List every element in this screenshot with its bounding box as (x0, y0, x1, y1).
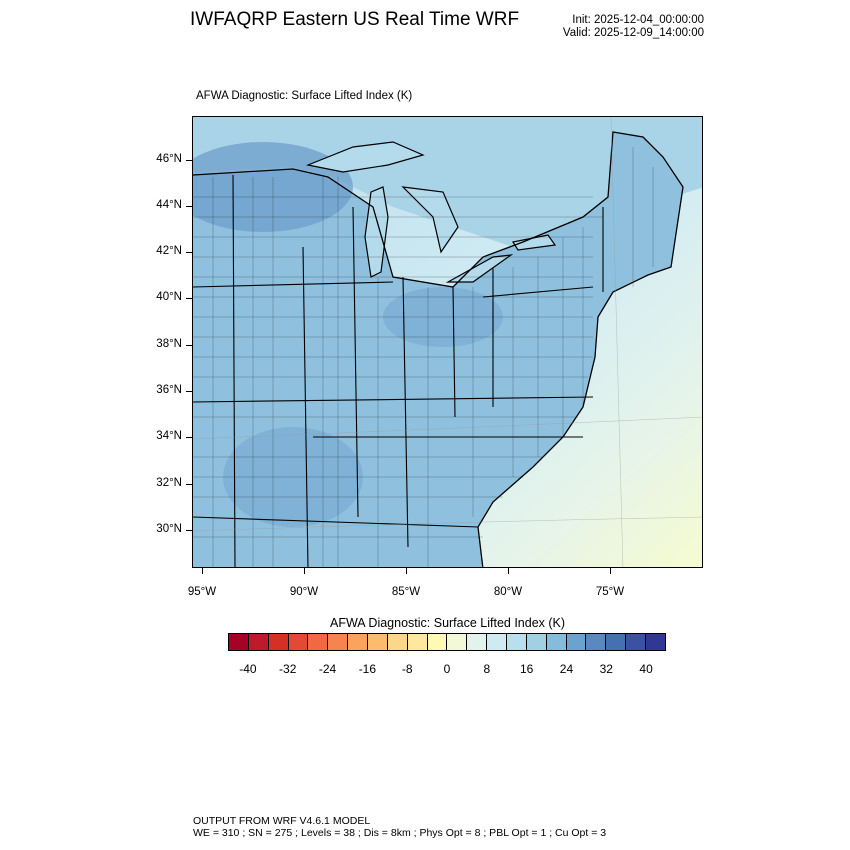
page-title: IWFAQRP Eastern US Real Time WRF (190, 9, 520, 30)
colorbar-swatch (566, 634, 587, 650)
colorbar-label: -32 (279, 662, 297, 676)
colorbar-swatch (387, 634, 408, 650)
colorbar-swatch (507, 634, 527, 650)
colorbar-swatch (328, 634, 349, 650)
colorbar-label: -16 (358, 662, 377, 676)
lon-tick (610, 568, 611, 574)
colorbar-swatch (586, 634, 607, 650)
lat-tick-label: 36°N (156, 384, 182, 396)
colorbar-swatch (288, 634, 309, 650)
lon-tick-label: 85°W (391, 586, 421, 598)
colorbar-swatch (606, 634, 627, 650)
lake-huron (401, 186, 459, 254)
lat-tick-label: 42°N (156, 245, 182, 257)
colorbar (228, 633, 666, 651)
colorbar-title: AFWA Diagnostic: Surface Lifted Index (K… (330, 616, 566, 630)
colorbar-label: -8 (401, 662, 413, 676)
lat-tick (186, 530, 192, 531)
valid-time: Valid: 2025-12-09_14:00:00 (562, 27, 704, 39)
lon-tick (406, 568, 407, 574)
colorbar-swatch (407, 634, 428, 650)
colorbar-swatch (308, 634, 329, 650)
lat-tick-label: 40°N (156, 291, 182, 303)
lake-ontario (512, 234, 557, 251)
colorbar-swatch (546, 634, 567, 650)
colorbar-label: 32 (599, 662, 613, 676)
colorbar-swatch (229, 634, 249, 650)
lon-tick (508, 568, 509, 574)
colorbar-swatch (646, 634, 665, 650)
lat-tick-label: 34°N (156, 430, 182, 442)
footer-model: OUTPUT FROM WRF V4.6.1 MODEL (193, 815, 371, 827)
init-time: Init: 2025-12-04_00:00:00 (572, 14, 704, 26)
colorbar-swatch (427, 634, 448, 650)
lat-tick (186, 160, 192, 161)
lake-erie (445, 254, 514, 283)
colorbar-label: -24 (318, 662, 337, 676)
colorbar-swatch (447, 634, 468, 650)
colorbar-swatch (467, 634, 488, 650)
plot-subtitle: AFWA Diagnostic: Surface Lifted Index (K… (196, 90, 413, 102)
lat-tick (186, 206, 192, 207)
county-borders (193, 147, 654, 567)
state-borders (193, 174, 604, 567)
lat-tick (186, 252, 192, 253)
colorbar-swatch (626, 634, 647, 650)
map-canvas (193, 117, 702, 567)
lat-tick-label: 44°N (156, 199, 182, 211)
canada-land (193, 117, 702, 247)
colorbar-label: 40 (639, 662, 653, 676)
colorbar-swatch (526, 634, 547, 650)
lat-tick-label: 46°N (156, 153, 182, 165)
lon-tick-label: 75°W (595, 586, 625, 598)
lat-tick (186, 298, 192, 299)
lat-tick-label: 32°N (156, 477, 182, 489)
colorbar-label: -40 (239, 662, 257, 676)
lon-tick (202, 568, 203, 574)
colorbar-swatch (368, 634, 388, 650)
colorbar-label: 16 (519, 662, 534, 676)
footer-config: WE = 310 ; SN = 275 ; Levels = 38 ; Dis … (193, 827, 607, 839)
lon-tick (304, 568, 305, 574)
lifted-index-map (192, 116, 703, 568)
lat-tick-label: 30°N (156, 523, 182, 535)
colorbar-swatch (487, 634, 508, 650)
lon-tick-label: 90°W (289, 586, 319, 598)
colorbar-swatch (248, 634, 269, 650)
lake-superior (305, 141, 425, 173)
colorbar-label: 24 (559, 662, 574, 676)
lat-tick (186, 345, 192, 346)
lat-tick-label: 38°N (156, 338, 182, 350)
lon-tick-label: 80°W (493, 586, 523, 598)
lat-tick (186, 437, 192, 438)
lat-tick (186, 484, 192, 485)
colorbar-swatch (268, 634, 289, 650)
colorbar-label: 0 (443, 662, 451, 676)
lat-tick (186, 391, 192, 392)
lon-tick-label: 95°W (187, 586, 217, 598)
colorbar-swatch (348, 634, 369, 650)
colorbar-label: 8 (483, 662, 491, 676)
